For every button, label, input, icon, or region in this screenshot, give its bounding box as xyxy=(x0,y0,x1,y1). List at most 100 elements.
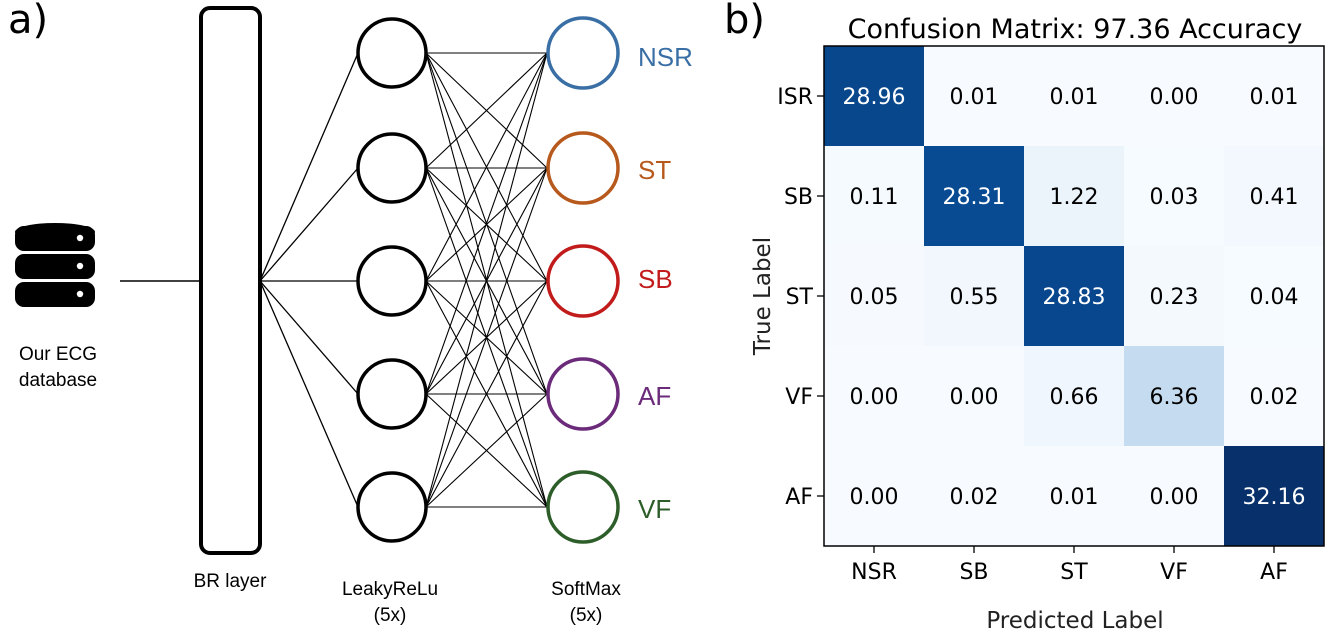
cell-2-3 xyxy=(1124,246,1225,347)
cell-3-1 xyxy=(924,346,1025,447)
br-to-hidden-edge-4 xyxy=(259,280,359,508)
cell-value-0-2: 0.01 xyxy=(1050,85,1099,110)
cell-value-1-2: 1.22 xyxy=(1050,185,1099,210)
br-to-hidden-edge-3 xyxy=(259,280,359,395)
cell-value-2-2: 28.83 xyxy=(1043,285,1106,310)
output-layer-label-line1: SoftMax xyxy=(551,579,621,600)
cell-1-3 xyxy=(1124,146,1225,247)
database-label-line1: Our ECG xyxy=(18,344,98,365)
panel-b-label: b) xyxy=(724,0,765,43)
cell-2-2 xyxy=(1024,246,1125,347)
br-to-hidden-edge-1 xyxy=(259,167,359,282)
output-neuron-sb xyxy=(546,244,620,318)
br-to-hidden-edge-0 xyxy=(259,52,359,282)
cell-value-1-4: 0.41 xyxy=(1250,185,1299,210)
output-label-vf: VF xyxy=(638,494,672,524)
y-tick-label-4: AF xyxy=(785,485,813,510)
cell-value-3-0: 0.00 xyxy=(850,385,899,410)
cell-3-3 xyxy=(1124,346,1225,447)
cell-0-2 xyxy=(1024,46,1125,147)
hidden-layer-label-line1: LeakyReLu xyxy=(341,579,439,600)
hidden-to-output-edge-4-0 xyxy=(425,52,548,508)
cell-4-0 xyxy=(824,446,925,547)
cell-2-0 xyxy=(824,246,925,347)
cell-4-1 xyxy=(924,446,1025,547)
y-axis-label: True Label xyxy=(750,237,776,356)
cell-value-0-3: 0.00 xyxy=(1150,85,1199,110)
x-tick-label-4: AF xyxy=(1260,560,1288,585)
cell-3-4 xyxy=(1224,346,1325,447)
network-diagram xyxy=(15,6,620,555)
hidden-neuron-3 xyxy=(356,358,428,430)
cell-1-1 xyxy=(924,146,1025,247)
br-layer-label: BR layer xyxy=(193,571,267,592)
output-neuron-vf xyxy=(546,470,620,544)
cell-4-3 xyxy=(1124,446,1225,547)
cell-2-1 xyxy=(924,246,1025,347)
output-neuron-st xyxy=(546,131,620,205)
output-label-af: AF xyxy=(638,381,672,411)
database-icon xyxy=(15,223,95,307)
output-neuron-nsr xyxy=(546,16,620,90)
panel-a-label: a) xyxy=(8,0,49,43)
chart-title: Confusion Matrix: 97.36 Accuracy xyxy=(848,14,1303,45)
cell-0-3 xyxy=(1124,46,1225,147)
output-layer-label-line2: (5x) xyxy=(569,604,603,626)
hidden-to-output-edge-4-2 xyxy=(425,280,548,508)
x-tick-label-3: VF xyxy=(1160,560,1188,585)
cell-value-4-3: 0.00 xyxy=(1150,485,1199,510)
x-tick-label-1: SB xyxy=(959,560,988,585)
output-label-nsr: NSR xyxy=(638,42,693,72)
cell-2-4 xyxy=(1224,246,1325,347)
hidden-neuron-4 xyxy=(356,471,428,543)
cell-value-3-3: 6.36 xyxy=(1150,385,1199,410)
hidden-to-output-edge-2-0 xyxy=(425,52,548,282)
output-label-st: ST xyxy=(638,155,672,185)
hidden-layer-label-line2: (5x) xyxy=(373,604,407,626)
y-tick-label-0: ISR xyxy=(777,85,813,110)
cell-3-2 xyxy=(1024,346,1125,447)
output-neuron-af xyxy=(546,357,620,431)
x-tick-label-2: ST xyxy=(1060,560,1088,585)
hidden-to-output-edge-4-3 xyxy=(425,393,548,508)
cell-value-1-0: 0.11 xyxy=(850,185,899,210)
cell-4-2 xyxy=(1024,446,1125,547)
cell-3-0 xyxy=(824,346,925,447)
y-tick-label-1: SB xyxy=(784,185,813,210)
cell-value-2-1: 0.55 xyxy=(950,285,999,310)
cell-value-0-4: 0.01 xyxy=(1250,85,1299,110)
hidden-neuron-0 xyxy=(356,17,428,89)
hidden-to-output-edge-3-0 xyxy=(425,52,548,395)
cell-value-4-2: 0.01 xyxy=(1050,485,1099,510)
cell-value-4-1: 0.02 xyxy=(950,485,999,510)
cell-0-0 xyxy=(824,46,925,147)
cell-0-1 xyxy=(924,46,1025,147)
cell-value-3-4: 0.02 xyxy=(1250,385,1299,410)
cell-0-4 xyxy=(1224,46,1325,147)
cell-value-2-4: 0.04 xyxy=(1250,285,1299,310)
cell-value-1-3: 0.03 xyxy=(1150,185,1199,210)
cell-1-0 xyxy=(824,146,925,247)
cell-value-3-2: 0.66 xyxy=(1050,385,1099,410)
cell-value-2-0: 0.05 xyxy=(850,285,899,310)
cell-1-2 xyxy=(1024,146,1125,247)
cell-value-3-1: 0.00 xyxy=(950,385,999,410)
cell-value-0-1: 0.01 xyxy=(950,85,999,110)
cell-value-1-1: 28.31 xyxy=(943,185,1006,210)
cell-value-0-0: 28.96 xyxy=(843,85,906,110)
cell-value-2-3: 0.23 xyxy=(1150,285,1199,310)
database-label-line2: database xyxy=(18,369,98,391)
hidden-neuron-1 xyxy=(356,132,428,204)
output-label-sb: SB xyxy=(638,264,673,294)
cell-value-4-4: 32.16 xyxy=(1243,485,1306,510)
cell-1-4 xyxy=(1224,146,1325,247)
hidden-to-output-edge-4-1 xyxy=(425,167,548,508)
br-layer-box xyxy=(199,6,262,555)
cell-value-4-0: 0.00 xyxy=(850,485,899,510)
confusion-matrix-chart: Confusion Matrix: 97.36 Accuracy 28.96 0.… xyxy=(750,14,1325,633)
hidden-neuron-2 xyxy=(356,245,428,317)
hidden-to-output-edge-1-0 xyxy=(425,52,548,169)
x-tick-label-0: NSR xyxy=(851,560,897,585)
y-tick-label-2: ST xyxy=(786,285,814,310)
y-tick-label-3: VF xyxy=(785,385,813,410)
